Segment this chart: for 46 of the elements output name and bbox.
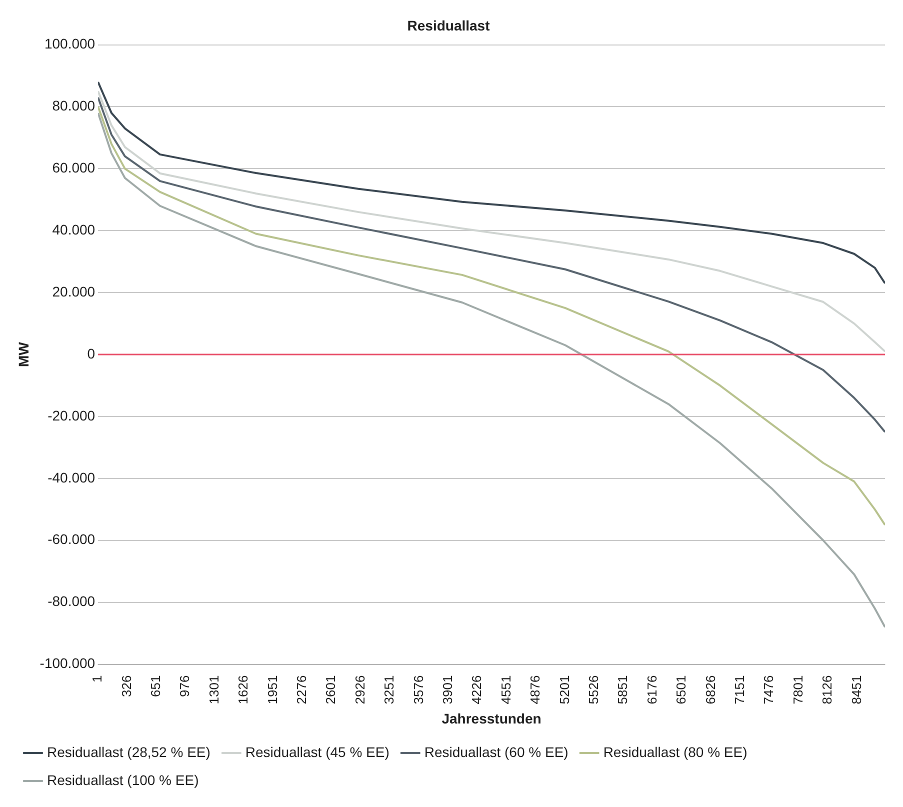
y-tick-label: -100.000 xyxy=(40,655,96,672)
chart-title: Residuallast xyxy=(407,17,490,34)
legend-label: Residuallast (60 % EE) xyxy=(424,744,568,760)
x-tick-label: 6501 xyxy=(674,675,689,704)
x-tick-label: 5851 xyxy=(615,675,630,704)
legend-label: Residuallast (28,52 % EE) xyxy=(47,744,210,760)
x-tick-label: 5201 xyxy=(556,675,572,704)
x-tick-label: 326 xyxy=(118,675,134,697)
y-tick-label: 20.000 xyxy=(52,283,96,300)
y-tick-label: 60.000 xyxy=(52,160,96,176)
y-axis-title: MW xyxy=(15,341,32,367)
x-tick-label: 5526 xyxy=(586,675,602,704)
x-tick-label: 2601 xyxy=(323,675,338,704)
x-tick-label: 7801 xyxy=(790,675,806,704)
x-tick-label: 1301 xyxy=(206,675,222,704)
y-tick-label: 40.000 xyxy=(52,222,96,238)
y-tick-label: -60.000 xyxy=(48,531,96,548)
y-tick-label: 0 xyxy=(87,345,96,362)
x-tick-label: 976 xyxy=(177,675,192,697)
legend-label: Residuallast (80 % EE) xyxy=(603,744,748,760)
x-tick-label: 3576 xyxy=(410,675,426,704)
legend-label: Residuallast (100 % EE) xyxy=(47,772,199,788)
y-tick-label: -80.000 xyxy=(48,593,96,610)
x-axis-title: Jahresstunden xyxy=(442,710,542,726)
x-tick-label: 4876 xyxy=(528,675,543,704)
x-tick-label: 6176 xyxy=(644,675,660,704)
y-tick-label: -20.000 xyxy=(48,407,96,424)
x-tick-label: 8451 xyxy=(848,675,864,704)
x-tick-label: 651 xyxy=(148,675,164,697)
x-tick-label: 7476 xyxy=(761,675,776,704)
y-tick-label: 80.000 xyxy=(52,98,96,114)
x-tick-label: 2926 xyxy=(352,675,368,704)
x-tick-label: 1951 xyxy=(264,675,280,704)
x-tick-label: 3901 xyxy=(440,675,456,704)
x-tick-label: 4226 xyxy=(469,675,484,704)
y-tick-label: -40.000 xyxy=(48,469,96,486)
x-tick-label: 6826 xyxy=(702,675,718,704)
x-tick-label: 7151 xyxy=(732,675,748,704)
legend-label: Residuallast (45 % EE) xyxy=(245,744,390,760)
x-tick-label: 8126 xyxy=(820,675,835,704)
x-tick-label: 3251 xyxy=(382,675,397,704)
y-tick-label: 100.000 xyxy=(44,36,96,52)
x-tick-label: 1626 xyxy=(236,675,251,704)
x-tick-label: 4551 xyxy=(498,675,514,704)
x-tick-label: 1 xyxy=(90,675,105,683)
x-tick-label: 2276 xyxy=(294,675,310,704)
